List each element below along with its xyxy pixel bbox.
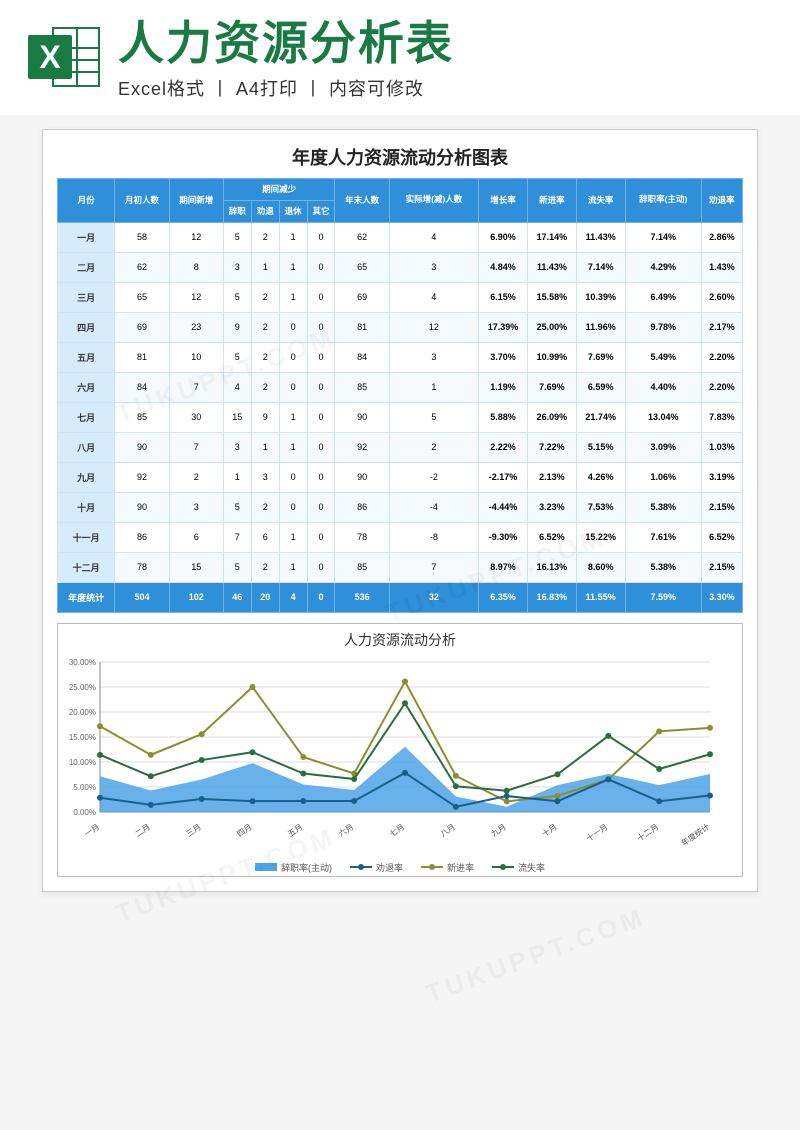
svg-text:八月: 八月 [439,822,457,839]
table-row: 五月811052008433.70%10.99%7.69%5.49%2.20% [58,342,743,372]
sub-title: Excel格式 丨 A4打印 丨 内容可修改 [118,75,772,101]
table-header: 月份 月初人数 期间新增 期间减少 年末人数 实际增(减)人数 增长率 新进率 … [58,178,743,222]
svg-text:5.00%: 5.00% [73,783,96,792]
svg-text:30.00%: 30.00% [69,658,96,667]
svg-text:十二月: 十二月 [635,821,660,843]
hr-table: 月份 月初人数 期间新增 期间减少 年末人数 实际增(减)人数 增长率 新进率 … [57,178,743,613]
excel-icon: X [28,23,100,95]
template-header: X 人力资源分析表 Excel格式 丨 A4打印 丨 内容可修改 [0,0,800,115]
svg-text:六月: 六月 [336,821,355,838]
svg-text:十月: 十月 [540,821,559,838]
svg-text:三月: 三月 [185,822,203,839]
svg-text:15.00%: 15.00% [69,733,96,742]
svg-text:九月: 九月 [490,822,508,839]
table-row: 二月62831106534.84%11.43%7.14%4.29%1.43% [58,252,743,282]
svg-text:十一月: 十一月 [584,821,609,843]
line-area-chart: 0.00% 5.00% 10.00% 15.00% 20.00% 25.00% 30.00%… [60,652,720,852]
table-row: 十月903520086-4-4.44%3.23%7.53%5.38%2.15% [58,492,743,522]
table-row: 六月84742008511.19%7.69%6.59%4.40%2.20% [58,372,743,402]
svg-text:年度统计: 年度统计 [679,821,711,848]
main-title: 人力资源分析表 [118,18,772,69]
svg-text:四月: 四月 [235,822,253,839]
sheet-title: 年度人力资源流动分析图表 [57,144,743,170]
table-row: 九月922130090-2-2.17%2.13%4.26%1.06%3.19% [58,462,743,492]
svg-text:五月: 五月 [286,822,304,839]
table-row: 一月581252106246.90%17.14%11.43%7.14%2.86% [58,222,743,252]
table-row: 十一月866761078-8-9.30%6.52%15.22%7.61%6.52… [58,522,743,552]
svg-text:七月: 七月 [388,822,406,839]
watermark: TUKUPPT.COM [422,901,650,1009]
svg-text:25.00%: 25.00% [69,683,96,692]
table-row: 四月69239200811217.39%25.00%11.96%9.78%2.1… [58,312,743,342]
spreadsheet-preview: 年度人力资源流动分析图表 月份 月初人数 期间新增 期间减少 年末人数 实际增(… [42,129,758,892]
table-row: 三月651252106946.15%15.58%10.39%6.49%2.60% [58,282,743,312]
svg-text:10.00%: 10.00% [69,758,96,767]
svg-text:一月: 一月 [83,822,101,839]
chart-container: 人力资源流动分析 0.00% 5.00% 10.00% 15.00% 20.00% 25.… [57,623,743,877]
table-row: 八月90731109222.22%7.22%5.15%3.09%1.03% [58,432,743,462]
svg-text:20.00%: 20.00% [69,708,96,717]
chart-legend: 辞职率(主动) 劝退率 新进率 流失率 [60,861,740,874]
svg-text:二月: 二月 [134,822,152,839]
table-row: 七月8530159109055.88%26.09%21.74%13.04%7.8… [58,402,743,432]
chart-title: 人力资源流动分析 [60,630,740,650]
svg-text:0.00%: 0.00% [73,808,96,817]
table-row: 十二月781552108578.97%16.13%8.60%5.38%2.15% [58,552,743,582]
